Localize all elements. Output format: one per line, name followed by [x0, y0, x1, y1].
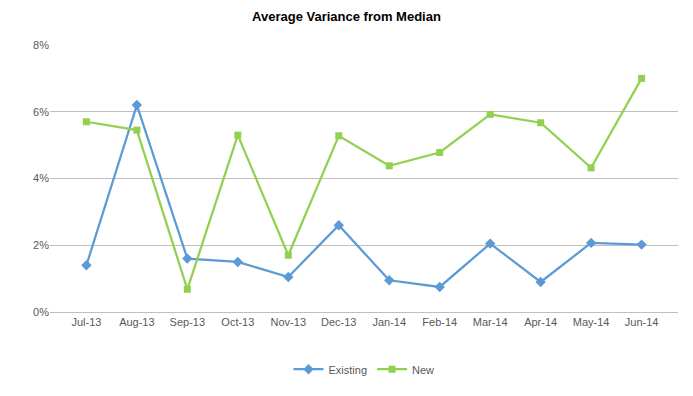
svg-text:6%: 6% [33, 106, 49, 118]
svg-text:Average Variance from Median: Average Variance from Median [252, 9, 441, 24]
svg-text:Aug-13: Aug-13 [119, 316, 154, 328]
svg-text:8%: 8% [33, 39, 49, 51]
svg-text:Oct-13: Oct-13 [221, 316, 254, 328]
svg-text:Mar-14: Mar-14 [473, 316, 508, 328]
svg-text:Existing: Existing [329, 364, 368, 376]
svg-text:Jul-13: Jul-13 [71, 316, 101, 328]
svg-text:Apr-14: Apr-14 [524, 316, 557, 328]
svg-text:May-14: May-14 [573, 316, 610, 328]
svg-text:4%: 4% [33, 172, 49, 184]
svg-text:0%: 0% [33, 306, 49, 318]
svg-text:Jun-14: Jun-14 [625, 316, 659, 328]
svg-text:Sep-13: Sep-13 [170, 316, 205, 328]
svg-text:Jan-14: Jan-14 [372, 316, 406, 328]
svg-text:2%: 2% [33, 239, 49, 251]
svg-text:New: New [412, 364, 434, 376]
svg-text:Nov-13: Nov-13 [271, 316, 306, 328]
svg-text:Dec-13: Dec-13 [321, 316, 356, 328]
svg-text:Feb-14: Feb-14 [422, 316, 457, 328]
